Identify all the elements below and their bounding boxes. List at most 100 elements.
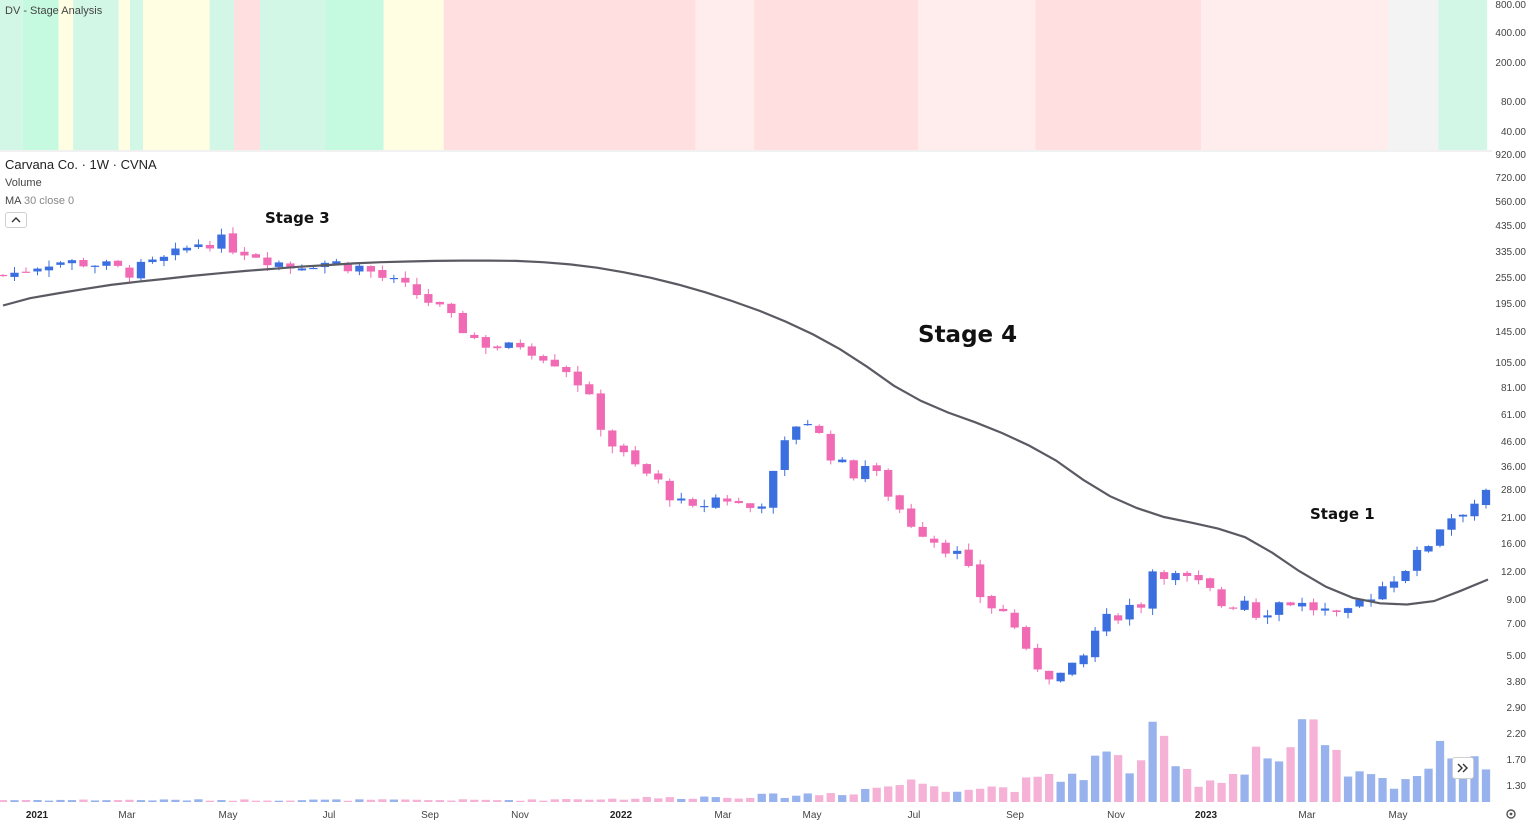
volume-bar <box>1159 735 1169 802</box>
volume-bar <box>1240 774 1249 802</box>
candle <box>907 503 916 529</box>
candle <box>677 492 686 504</box>
candle <box>1159 569 1169 585</box>
volume-bar <box>1481 769 1491 802</box>
candle <box>481 335 490 355</box>
time-x-tick: Sep <box>421 810 439 821</box>
candle <box>723 494 732 506</box>
price-y-tick: 1.70 <box>1507 755 1527 766</box>
ma-legend[interactable]: MA 30 close 0 <box>5 195 74 207</box>
heatmap-y-tick: 400.00 <box>1495 28 1526 39</box>
volume-bar <box>493 800 502 802</box>
candle <box>0 274 8 277</box>
stage-band <box>918 0 1036 150</box>
volume-bar <box>562 799 571 802</box>
candle <box>1090 627 1100 663</box>
volume-bar <box>1320 745 1330 802</box>
time-x-tick: Mar <box>1298 810 1316 821</box>
stage-band <box>22 0 59 150</box>
candle <box>56 261 65 268</box>
price-axis[interactable]: 800.00 400.00 200.00 80.00 40.00 920.00 720.00… <box>1495 0 1526 792</box>
volume-bar <box>976 788 985 802</box>
candle <box>1182 570 1192 582</box>
stage-annotation: Stage 1 <box>1310 505 1375 523</box>
candle <box>1045 670 1054 685</box>
price-y-tick: 720.00 <box>1495 173 1526 184</box>
candle <box>435 301 444 307</box>
volume-bar <box>734 798 743 802</box>
volume-bar <box>907 779 916 802</box>
volume-bar <box>159 799 169 802</box>
candle <box>1240 596 1249 612</box>
candle <box>148 256 157 264</box>
volume-bar <box>1182 768 1192 802</box>
volume-bar <box>826 793 835 802</box>
time-x-tick: Jul <box>908 810 921 821</box>
candle <box>1297 597 1307 612</box>
price-y-tick: 1.30 <box>1507 781 1527 792</box>
candle <box>631 446 640 467</box>
price-y-tick: 61.00 <box>1501 410 1526 421</box>
candle <box>159 254 169 267</box>
stage-band <box>1387 0 1439 150</box>
scroll-to-latest-button[interactable] <box>1452 757 1474 779</box>
symbol-title[interactable]: Carvana Co. · 1W · CVNA <box>5 157 157 172</box>
candle <box>608 429 617 454</box>
volume-bar <box>1274 761 1284 802</box>
time-x-tick: 2022 <box>610 810 633 821</box>
candle <box>1010 609 1019 630</box>
collapse-legend-button[interactable] <box>5 212 27 228</box>
volume-bar <box>1079 780 1088 802</box>
candle <box>1309 598 1318 616</box>
ma-legend-name: MA <box>5 195 21 207</box>
volume-legend[interactable]: Volume <box>5 177 42 189</box>
candle <box>573 365 582 392</box>
candle <box>665 478 674 507</box>
volume-bar <box>642 796 651 802</box>
time-x-tick: Nov <box>1107 810 1125 821</box>
heatmap-y-tick: 200.00 <box>1495 58 1526 69</box>
candle <box>654 470 663 484</box>
volume-bar <box>665 797 674 802</box>
volume-bar <box>102 800 111 802</box>
volume-bar <box>1355 771 1364 802</box>
volume-bar <box>688 798 697 802</box>
time-axis[interactable]: 2021 Mar May Jul Sep Nov 2022 Mar May Jul Sep Nov 20… <box>26 810 1408 821</box>
time-x-tick: Sep <box>1006 810 1024 821</box>
volume-bar <box>1332 749 1341 802</box>
candle <box>1366 593 1376 607</box>
candle <box>895 494 904 514</box>
candle <box>1355 599 1364 608</box>
stage-annotation: Stage 3 <box>265 209 330 227</box>
candle <box>953 546 962 560</box>
time-x-tick: Mar <box>118 810 136 821</box>
stage-band <box>130 0 144 150</box>
candle <box>1194 570 1203 585</box>
candle <box>1378 581 1387 600</box>
volume-bar <box>1010 791 1019 802</box>
price-y-tick: 105.00 <box>1495 358 1526 369</box>
candle <box>596 389 605 437</box>
candle <box>493 345 502 351</box>
volume-bar <box>1171 766 1180 802</box>
volume-bar <box>297 800 307 802</box>
candle <box>458 310 467 334</box>
candle <box>815 424 824 434</box>
volume-bar <box>228 800 238 802</box>
candle <box>1447 514 1456 536</box>
time-x-tick: May <box>1389 810 1408 821</box>
volume-bar <box>136 800 146 802</box>
volume-bar <box>44 800 54 802</box>
candle <box>217 228 226 253</box>
volume-bar <box>378 799 387 802</box>
volume-bar <box>792 795 801 802</box>
stage-band <box>443 0 696 150</box>
chart-settings-button[interactable] <box>1503 806 1519 822</box>
volume-bar <box>1366 774 1376 802</box>
time-x-tick: 2021 <box>26 810 49 821</box>
volume-bar <box>1343 776 1353 802</box>
volume-bar <box>1435 740 1445 802</box>
candle <box>1125 598 1134 626</box>
volume-bar <box>872 787 881 802</box>
